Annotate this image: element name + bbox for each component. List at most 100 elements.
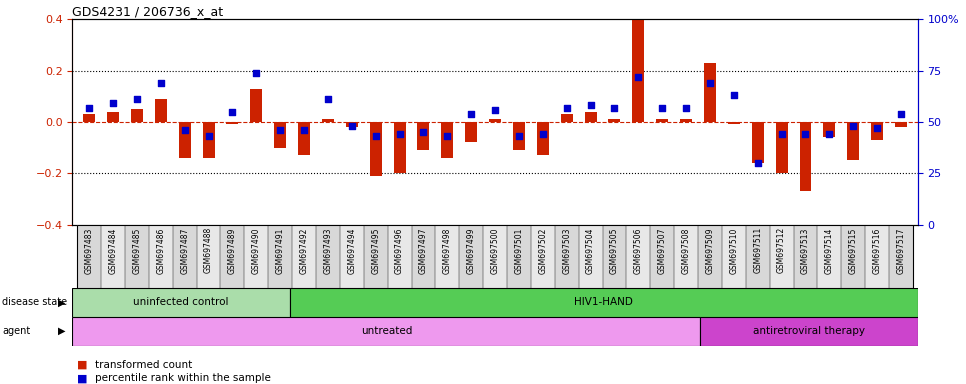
Bar	[871, 122, 883, 140]
Bar	[603, 225, 626, 288]
Point	[464, 111, 479, 117]
Point	[201, 133, 216, 139]
Text: agent: agent	[2, 326, 30, 336]
Point	[105, 100, 121, 106]
Text: HIV1-HAND: HIV1-HAND	[575, 297, 633, 308]
Point	[440, 133, 455, 139]
Bar	[417, 122, 430, 150]
Bar	[173, 225, 197, 288]
Text: GSM697499: GSM697499	[467, 227, 475, 274]
Bar	[250, 89, 263, 122]
Bar	[316, 225, 340, 288]
Bar	[155, 99, 167, 122]
Text: GSM697516: GSM697516	[872, 227, 882, 273]
Point	[248, 70, 264, 76]
Bar	[626, 225, 650, 288]
Bar	[197, 225, 220, 288]
Point	[153, 80, 168, 86]
Bar	[770, 225, 793, 288]
Bar	[83, 114, 95, 122]
Text: GSM697496: GSM697496	[395, 227, 404, 274]
Bar	[179, 122, 190, 158]
Bar	[322, 119, 334, 122]
Bar	[436, 225, 459, 288]
Bar	[346, 122, 357, 127]
Point	[702, 80, 718, 86]
Bar	[698, 225, 722, 288]
Text: GSM697503: GSM697503	[562, 227, 571, 274]
Bar	[226, 122, 239, 124]
Bar	[101, 225, 125, 288]
Point	[822, 131, 838, 137]
Bar	[722, 225, 746, 288]
Bar	[340, 225, 364, 288]
Point	[415, 129, 431, 135]
Text: GSM697494: GSM697494	[348, 227, 356, 274]
Text: GSM697514: GSM697514	[825, 227, 834, 273]
Point	[774, 131, 789, 137]
Bar	[704, 63, 716, 122]
Bar	[274, 122, 286, 147]
Text: GSM697485: GSM697485	[132, 227, 141, 273]
Bar	[483, 225, 507, 288]
Point	[177, 127, 192, 133]
Text: GSM697486: GSM697486	[156, 227, 165, 273]
Text: GSM697495: GSM697495	[371, 227, 381, 274]
Text: GSM697484: GSM697484	[108, 227, 118, 273]
Bar	[290, 288, 918, 317]
Text: GSM697513: GSM697513	[801, 227, 810, 273]
Bar	[776, 122, 787, 173]
Bar	[220, 225, 244, 288]
Point	[297, 127, 312, 133]
Text: GSM697515: GSM697515	[849, 227, 858, 273]
Bar	[889, 225, 913, 288]
Text: uninfected control: uninfected control	[133, 297, 229, 308]
Bar	[537, 122, 549, 155]
Bar	[633, 19, 644, 122]
Text: GSM697505: GSM697505	[610, 227, 619, 274]
Bar	[412, 225, 436, 288]
Point	[894, 111, 909, 117]
Text: antiretroviral therapy: antiretroviral therapy	[753, 326, 865, 336]
Text: untreated: untreated	[360, 326, 412, 336]
Bar	[72, 288, 290, 317]
Bar	[584, 112, 597, 122]
Text: GSM697502: GSM697502	[538, 227, 548, 273]
Bar	[674, 225, 698, 288]
Text: transformed count: transformed count	[95, 360, 192, 370]
Point	[750, 160, 765, 166]
Bar	[823, 122, 836, 137]
Text: percentile rank within the sample: percentile rank within the sample	[95, 373, 270, 383]
Bar	[441, 122, 453, 158]
Point	[225, 109, 241, 115]
Bar	[841, 225, 866, 288]
Bar	[700, 317, 918, 346]
Bar	[364, 225, 387, 288]
Bar	[752, 122, 764, 163]
Bar	[466, 122, 477, 142]
Point	[631, 74, 646, 80]
Bar	[292, 225, 316, 288]
Text: GSM697509: GSM697509	[705, 227, 715, 274]
Text: disease state: disease state	[2, 297, 67, 308]
Bar	[680, 119, 692, 122]
Bar	[370, 122, 382, 176]
Text: GSM697500: GSM697500	[491, 227, 499, 274]
Bar	[793, 225, 817, 288]
Bar	[513, 122, 525, 150]
Text: GSM697487: GSM697487	[181, 227, 189, 273]
Bar	[746, 225, 770, 288]
Bar	[387, 225, 412, 288]
Text: GSM697493: GSM697493	[324, 227, 332, 274]
Point	[798, 131, 813, 137]
Bar	[72, 317, 700, 346]
Bar	[149, 225, 173, 288]
Point	[559, 104, 575, 111]
Text: GSM697517: GSM697517	[896, 227, 905, 273]
Bar	[131, 109, 143, 122]
Text: GSM697510: GSM697510	[729, 227, 738, 273]
Bar	[650, 225, 674, 288]
Bar	[107, 112, 119, 122]
Bar	[609, 119, 620, 122]
Bar	[393, 122, 406, 173]
